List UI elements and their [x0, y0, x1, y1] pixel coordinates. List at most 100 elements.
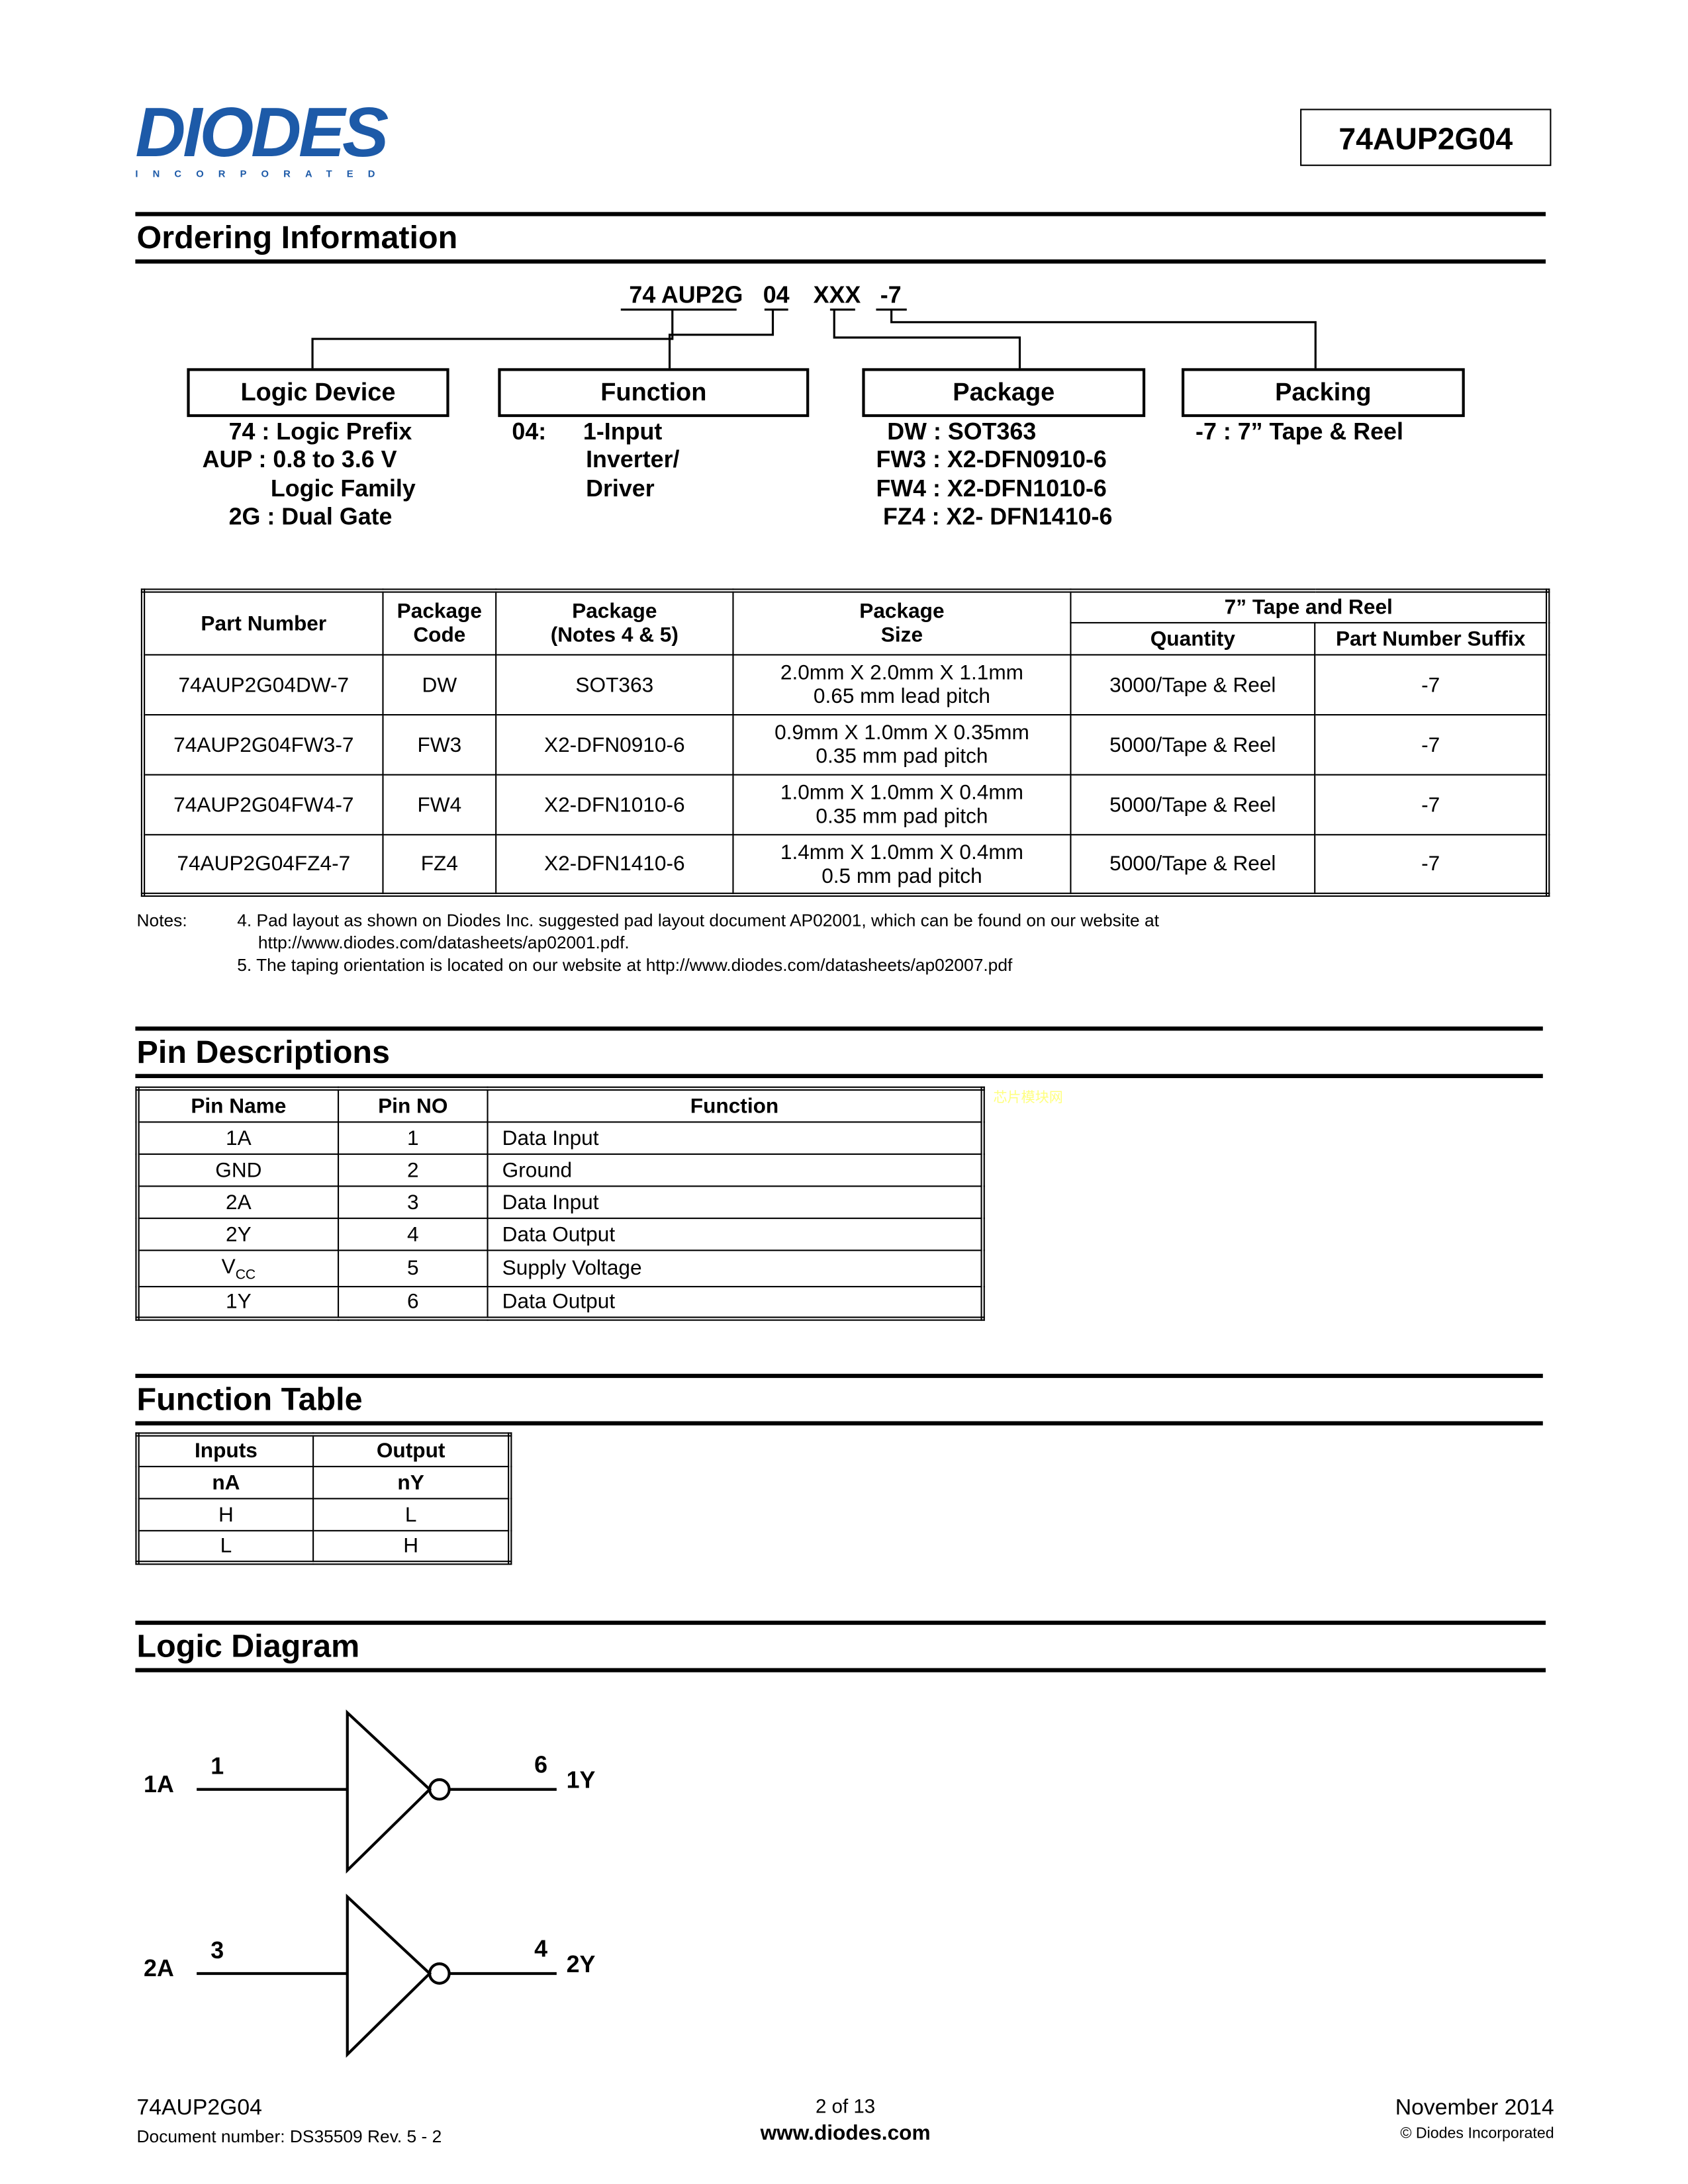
- cell-code: FZ4: [382, 834, 497, 895]
- cell-code: DW: [382, 654, 497, 716]
- text: CC: [235, 1267, 256, 1283]
- section-rule: [135, 1026, 1543, 1031]
- box-package: Package: [862, 368, 1146, 418]
- table-cell: H: [136, 1498, 314, 1531]
- table-row: 2A 3 Data Input: [136, 1185, 984, 1219]
- pins-title: Pin Descriptions: [136, 1033, 390, 1070]
- table-cell: 5: [337, 1250, 489, 1288]
- gate1-out-pin: 6: [534, 1751, 548, 1778]
- text: [428, 1962, 451, 1985]
- table-row: 2Y 4 Data Output: [136, 1217, 984, 1251]
- table-cell: 1A: [136, 1121, 340, 1155]
- cell-size: 2.0mm X 2.0mm X 1.1mm 0.65 mm lead pitch: [732, 654, 1072, 716]
- text: 0.35 mm pad pitch: [816, 804, 988, 829]
- table-cell: Data Output: [487, 1286, 984, 1320]
- th-package: Package (Notes 4 & 5): [495, 590, 734, 656]
- text: Pin Name Pin NO Function: [136, 1087, 984, 1123]
- footer-date: November 2014: [1395, 2096, 1554, 2120]
- text: Package: [572, 600, 657, 624]
- section-rule: [135, 1421, 1543, 1426]
- gate2-out-label: 2Y: [566, 1951, 596, 1978]
- note-4-link[interactable]: http://www.diodes.com/datasheets/ap02001…: [258, 933, 630, 953]
- box-function: Function: [498, 368, 810, 418]
- ordering-table: Part Number Package Code Package (Notes 4 …: [140, 588, 1550, 897]
- table-cell: L: [136, 1529, 314, 1564]
- footer-doc: Document number: DS35509 Rev. 5 - 2: [136, 2126, 442, 2147]
- note-4: 4. Pad layout as shown on Diodes Inc. su…: [237, 911, 1159, 931]
- function-line: 1-Input: [583, 418, 663, 445]
- cell-part: 74AUP2G04FW4-7: [142, 774, 384, 836]
- table-cell: Ground: [487, 1153, 984, 1187]
- table-row: 1A 1 Data Input: [136, 1121, 984, 1155]
- inverter-gate-2: [197, 1893, 557, 2058]
- cell-package: X2-DFN0910-6: [495, 713, 734, 776]
- section-rule: [135, 259, 1546, 264]
- notes-label: Notes:: [136, 911, 187, 931]
- table-cell: 1: [337, 1121, 489, 1155]
- th-function: Function: [487, 1087, 984, 1123]
- footer-page: 2 of 13: [815, 2095, 876, 2118]
- function-table-title: Function Table: [136, 1381, 363, 1418]
- th-ny: nY: [312, 1465, 511, 1500]
- cell-part: 74AUP2G04FW3-7: [142, 713, 384, 776]
- table-cell: 2A: [136, 1185, 340, 1219]
- text: Code: [413, 623, 466, 647]
- table-cell: L: [312, 1498, 511, 1531]
- text: [833, 309, 1021, 369]
- text: [428, 1778, 451, 1801]
- text: 1.4mm X 1.0mm X 0.4mm: [780, 840, 1024, 864]
- inverter-gate-1: [197, 1709, 557, 1874]
- text: Size: [880, 623, 923, 647]
- section-rule: [135, 212, 1546, 216]
- table-row: 1Y 6 Data Output: [136, 1286, 984, 1320]
- package-line: DW : SOT363: [887, 418, 1037, 445]
- cell-part: 74AUP2G04FZ4-7: [142, 834, 384, 895]
- text: [197, 1709, 557, 2058]
- table-cell: 2Y: [136, 1217, 340, 1251]
- text: [197, 1709, 432, 1874]
- logo-subtitle: INCORPORATED: [135, 170, 390, 180]
- cell-code: FW3: [382, 713, 497, 776]
- ordering-connectors: [311, 308, 1317, 369]
- cell-qty: 5000/Tape & Reel: [1070, 774, 1316, 836]
- text: [668, 309, 774, 369]
- text: 0.65 mm lead pitch: [813, 684, 990, 709]
- cell-qty: 5000/Tape & Reel: [1070, 713, 1316, 776]
- table-row: 74AUP2G04FW3-7 FW3 X2-DFN0910-6 0.9mm X 1.…: [142, 713, 1549, 776]
- function-code: 04:: [512, 418, 547, 445]
- th-pin-no: Pin NO: [337, 1087, 489, 1123]
- th-package-code: Package Code: [382, 590, 497, 656]
- gate2-in-label: 2A: [144, 1955, 174, 1982]
- th-inputs: Inputs: [136, 1433, 314, 1467]
- inverter-gates: [197, 1709, 557, 2058]
- section-rule: [135, 1620, 1546, 1625]
- package-line: FW3 : X2-DFN0910-6: [876, 446, 1107, 473]
- text: 1.0mm X 1.0mm X 0.4mm: [780, 781, 1024, 805]
- table-row: 74AUP2G04DW-7 DW SOT363 2.0mm X 2.0mm X 1.…: [142, 654, 1549, 716]
- gate1-in-pin: 1: [211, 1753, 224, 1780]
- function-line: Driver: [586, 475, 655, 502]
- cell-suffix: -7: [1314, 774, 1549, 836]
- text: V: [221, 1254, 236, 1279]
- ordering-title: Ordering Information: [136, 218, 458, 255]
- th-package-size: Package Size: [732, 590, 1072, 656]
- footer-url[interactable]: www.diodes.com: [760, 2121, 931, 2146]
- gate1-in-label: 1A: [144, 1771, 174, 1798]
- text: 2.0mm X 2.0mm X 1.1mm: [780, 660, 1024, 685]
- logic-line: Logic Family: [270, 475, 416, 502]
- code-package: XXX: [813, 281, 861, 308]
- table-cell: H: [312, 1529, 511, 1564]
- logic-title: Logic Diagram: [136, 1627, 360, 1664]
- table-row: 74AUP2G04FW4-7 FW4 X2-DFN1010-6 1.0mm X 1.…: [142, 774, 1549, 836]
- text: [197, 1893, 432, 2058]
- part-number-box: 74AUP2G04: [1300, 109, 1552, 166]
- table-row: GND 2 Ground: [136, 1153, 984, 1187]
- section-rule: [135, 1668, 1546, 1672]
- gate1-out-label: 1Y: [566, 1767, 596, 1794]
- text: [311, 308, 1317, 369]
- cell-suffix: -7: [1314, 834, 1549, 895]
- footer-part: 74AUP2G04: [136, 2096, 262, 2120]
